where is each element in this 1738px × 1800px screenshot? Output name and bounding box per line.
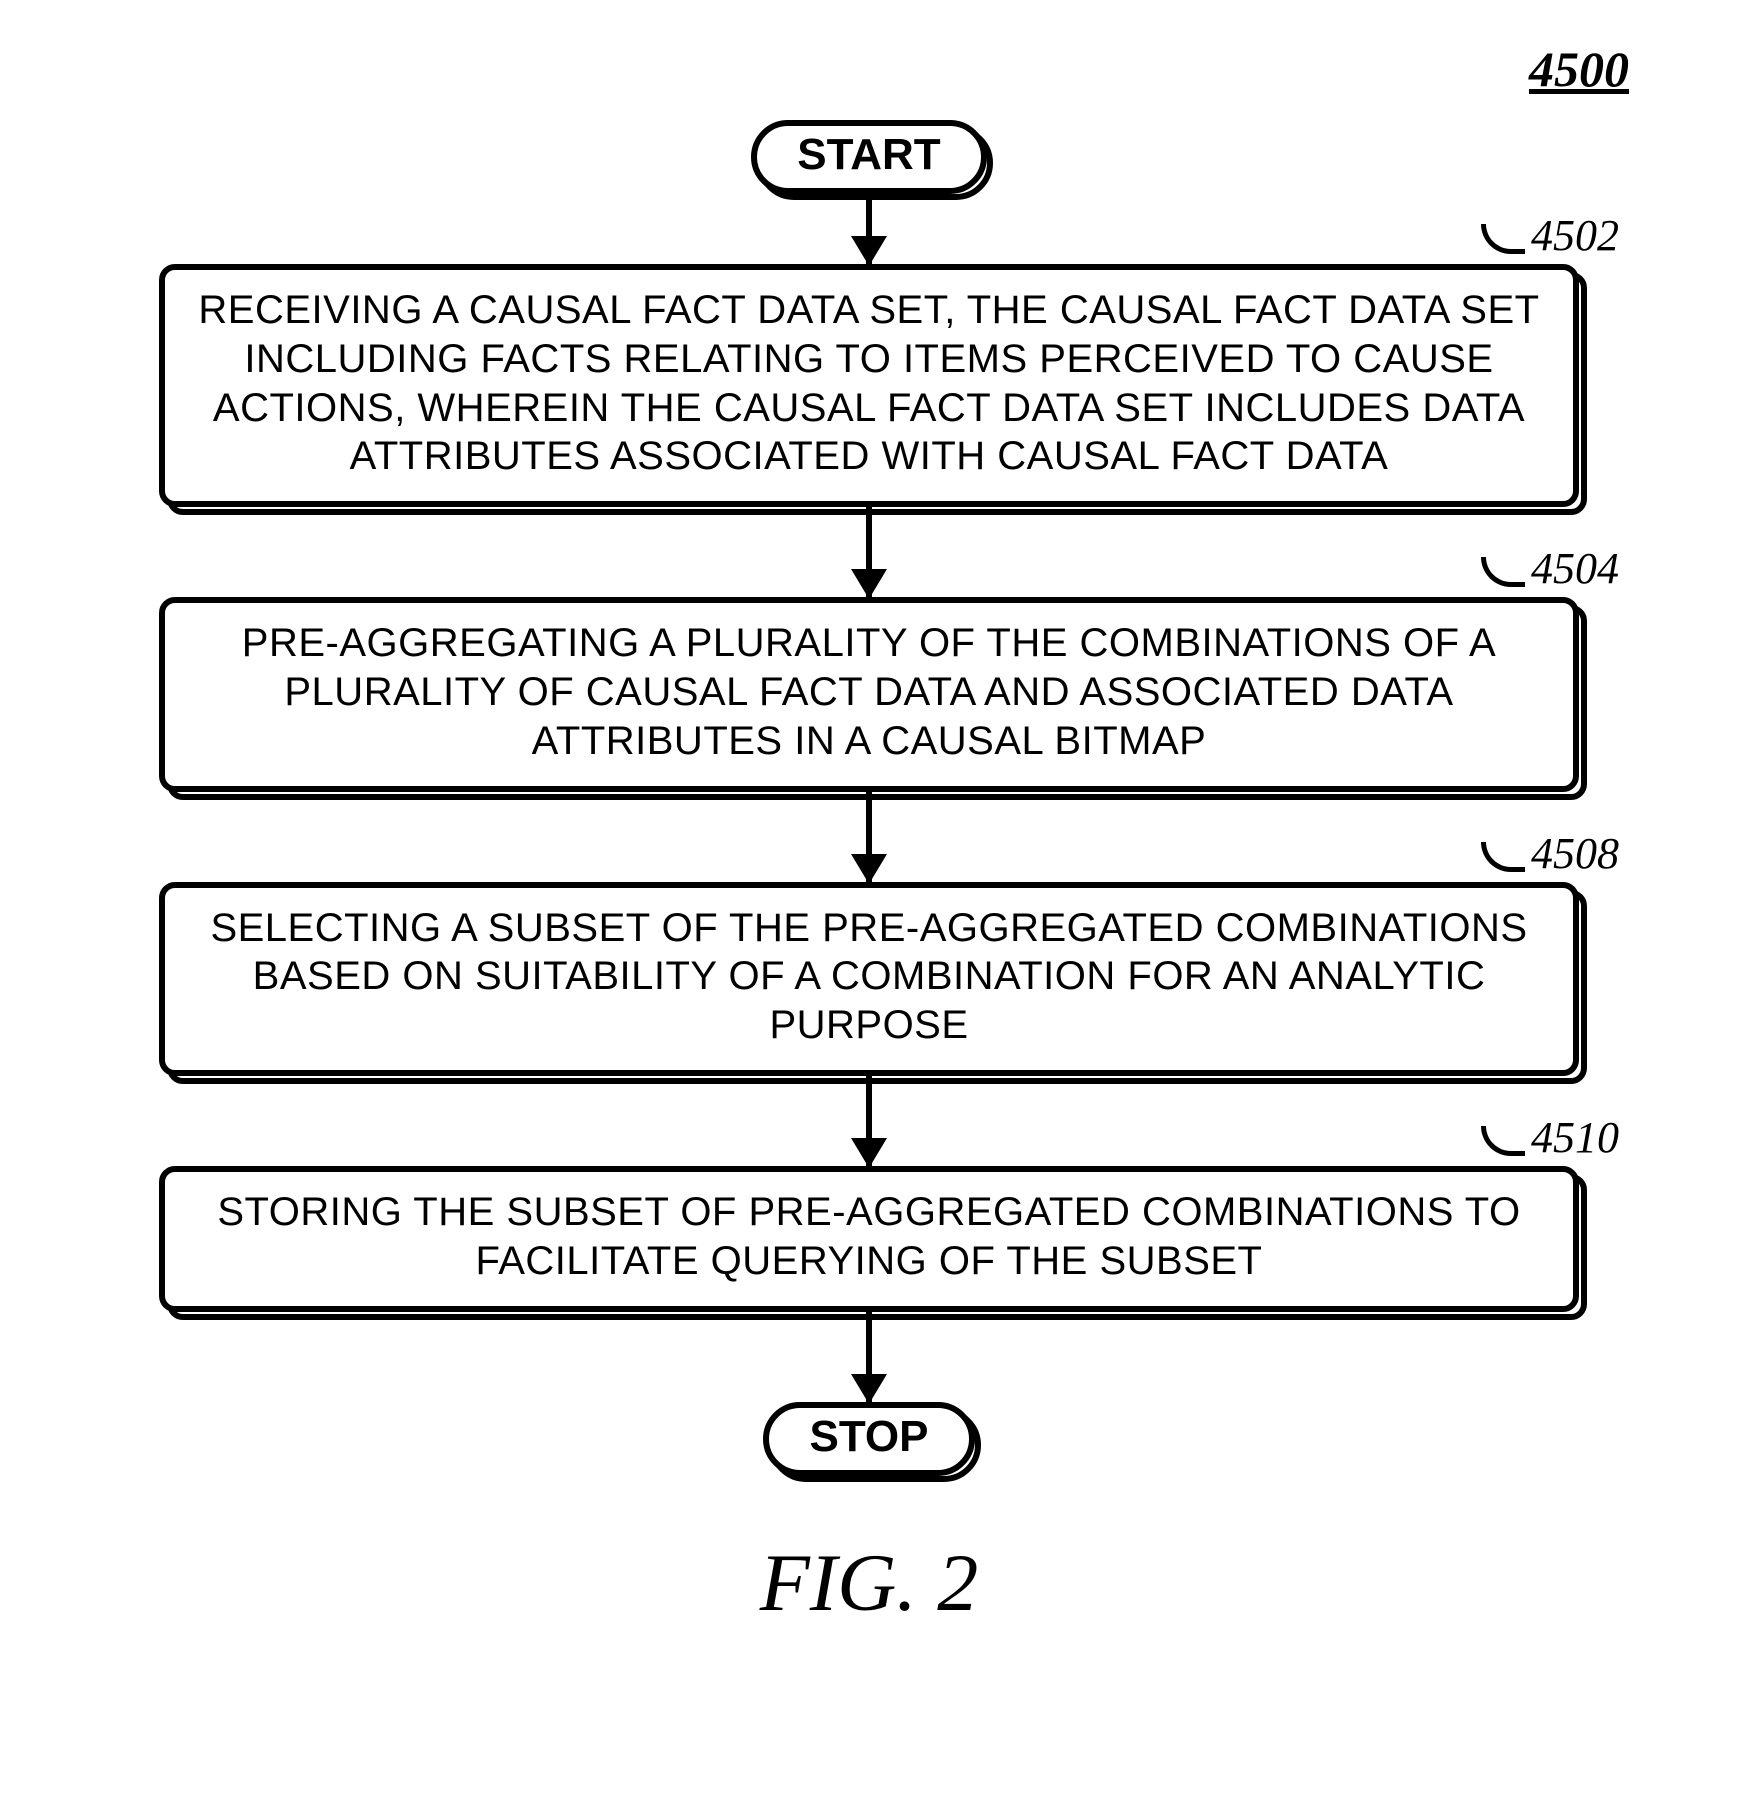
flowchart-diagram: 4500 START 4502 RECEIVING A CAUSAL FACT … bbox=[69, 40, 1669, 1630]
figure-caption: FIG. 2 bbox=[69, 1536, 1669, 1630]
arrow-icon bbox=[866, 194, 872, 264]
step-ref-4510: 4510 bbox=[1481, 1112, 1619, 1163]
flowchart-body: START 4502 RECEIVING A CAUSAL FACT DATA … bbox=[69, 40, 1669, 1476]
stop-terminal: STOP bbox=[763, 1402, 974, 1476]
step-text: PRE-AGGREGATING A PLURALITY OF THE COMBI… bbox=[159, 597, 1579, 791]
step-4508: 4508 SELECTING A SUBSET OF THE PRE-AGGRE… bbox=[159, 882, 1579, 1076]
arrow-icon bbox=[866, 1312, 872, 1402]
step-ref-4504: 4504 bbox=[1481, 543, 1619, 594]
start-terminal: START bbox=[751, 120, 986, 194]
stop-label: STOP bbox=[763, 1402, 974, 1476]
step-ref-4502: 4502 bbox=[1481, 210, 1619, 261]
step-4510: 4510 STORING THE SUBSET OF PRE-AGGREGATE… bbox=[159, 1166, 1579, 1312]
step-text: RECEIVING A CAUSAL FACT DATA SET, THE CA… bbox=[159, 264, 1579, 507]
arrow-icon bbox=[866, 792, 872, 882]
step-4502: 4502 RECEIVING A CAUSAL FACT DATA SET, T… bbox=[159, 264, 1579, 507]
arrow-icon bbox=[866, 1076, 872, 1166]
step-text: STORING THE SUBSET OF PRE-AGGREGATED COM… bbox=[159, 1166, 1579, 1312]
step-text: SELECTING A SUBSET OF THE PRE-AGGREGATED… bbox=[159, 882, 1579, 1076]
start-label: START bbox=[751, 120, 986, 194]
figure-reference-number: 4500 bbox=[1529, 40, 1629, 98]
step-ref-4508: 4508 bbox=[1481, 828, 1619, 879]
arrow-icon bbox=[866, 507, 872, 597]
step-4504: 4504 PRE-AGGREGATING A PLURALITY OF THE … bbox=[159, 597, 1579, 791]
